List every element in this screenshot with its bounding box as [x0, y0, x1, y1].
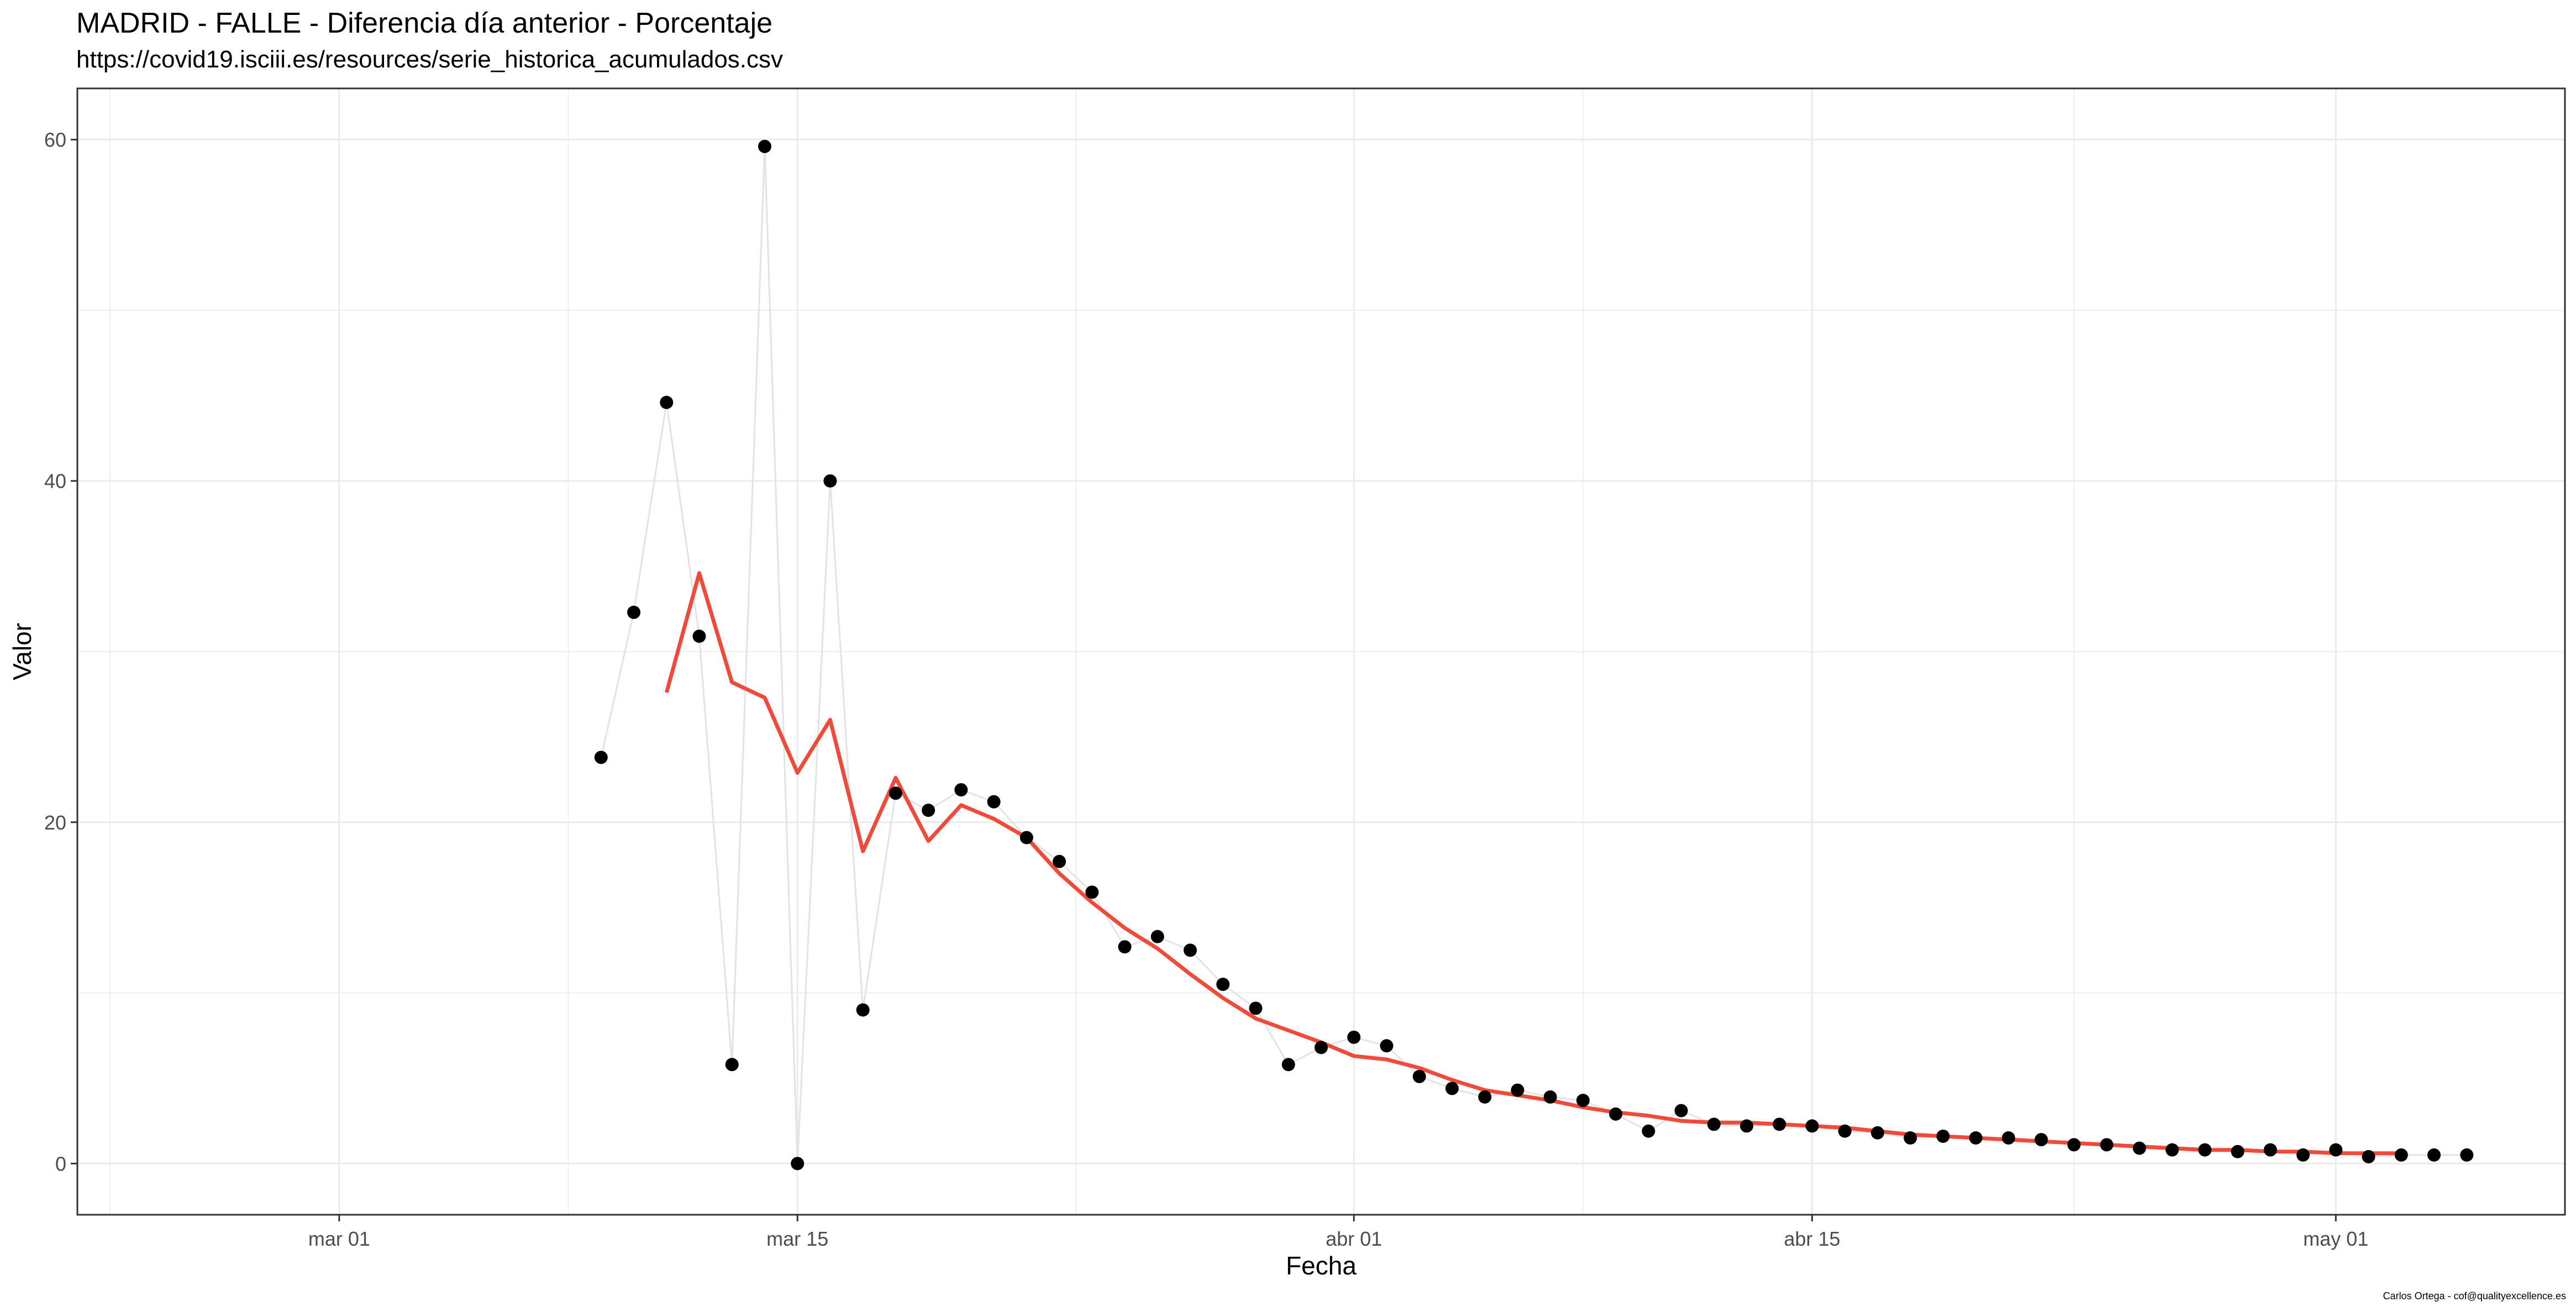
data-point: [758, 139, 771, 153]
data-point: [2001, 1131, 2015, 1145]
data-point: [1150, 930, 1164, 943]
points-layer: [594, 139, 2474, 1171]
y-tick-label: 0: [55, 1152, 66, 1175]
data-point: [1609, 1107, 1623, 1121]
data-point: [660, 396, 674, 410]
data-point: [2362, 1150, 2375, 1164]
y-tick-label: 20: [44, 811, 66, 834]
data-point: [2067, 1138, 2081, 1152]
data-point: [1969, 1131, 1983, 1145]
data-point: [1216, 978, 1230, 991]
chart-subtitle: https://covid19.isciii.es/resources/seri…: [76, 46, 784, 73]
raw-series-line: [600, 145, 2467, 1164]
data-point: [2329, 1143, 2343, 1157]
raw-line-layer: [600, 145, 2467, 1164]
data-point: [1184, 943, 1197, 957]
data-point: [725, 1058, 739, 1072]
data-point: [594, 751, 608, 764]
grid-minor: [77, 88, 2565, 1215]
data-point: [1576, 1094, 1590, 1108]
y-tick-label: 40: [44, 470, 66, 492]
data-point: [2132, 1141, 2146, 1155]
data-point: [1412, 1069, 1426, 1083]
data-point: [1707, 1117, 1721, 1131]
data-point: [1805, 1119, 1819, 1133]
data-point: [1249, 1001, 1263, 1015]
data-point: [2231, 1145, 2244, 1158]
x-tick-label: mar 01: [308, 1227, 370, 1250]
y-axis-ticks: 0 20 40 60: [44, 129, 77, 1175]
data-point: [2034, 1133, 2048, 1147]
data-point: [1380, 1039, 1394, 1053]
smoothed-series-line: [664, 571, 2401, 1156]
data-point: [1085, 885, 1099, 899]
data-point: [2100, 1138, 2114, 1152]
x-tick-label: mar 15: [766, 1227, 828, 1250]
data-point: [1347, 1030, 1361, 1044]
y-axis-title: Valor: [8, 623, 36, 680]
data-point: [954, 783, 968, 797]
data-point: [889, 786, 902, 800]
data-point: [987, 795, 1001, 809]
x-tick-label: abr 15: [1784, 1227, 1841, 1250]
data-point: [2165, 1143, 2179, 1157]
panel-border: [76, 87, 2566, 1216]
data-point: [627, 605, 641, 619]
data-point: [1315, 1041, 1328, 1054]
data-point: [1936, 1129, 1950, 1143]
chart-title: MADRID - FALLE - Diferencia día anterior…: [76, 7, 773, 39]
data-point: [1773, 1117, 1786, 1131]
x-axis-title: Fecha: [1286, 1251, 1357, 1280]
data-point: [1511, 1083, 1524, 1097]
grid-major: [77, 88, 2565, 1215]
data-point: [1838, 1124, 1852, 1138]
data-point: [1642, 1124, 1655, 1138]
y-tick-label: 60: [44, 129, 66, 151]
chart-caption: Carlos Ortega - cof@qualityexcellence.es: [2383, 1290, 2566, 1301]
data-point: [692, 629, 706, 643]
data-point: [1118, 940, 1132, 954]
data-point: [1904, 1131, 1917, 1145]
x-axis-ticks: mar 01 mar 15 abr 01 abr 15 may 01: [308, 1215, 2368, 1250]
data-point: [2263, 1143, 2277, 1157]
data-point: [1019, 831, 1033, 844]
data-point: [856, 1003, 870, 1017]
data-point: [1871, 1126, 1885, 1140]
data-point: [2427, 1148, 2441, 1162]
data-point: [1674, 1104, 1688, 1117]
smooth-line-layer: [664, 571, 2401, 1156]
data-point: [1053, 854, 1066, 868]
data-point: [1445, 1082, 1459, 1095]
data-point: [1281, 1058, 1295, 1072]
x-tick-label: may 01: [2303, 1227, 2368, 1250]
data-point: [791, 1157, 805, 1171]
data-point: [823, 474, 837, 488]
data-point: [2198, 1143, 2212, 1157]
data-point: [1478, 1090, 1492, 1104]
data-point: [922, 804, 935, 817]
x-tick-label: abr 01: [1326, 1227, 1382, 1250]
data-point: [2296, 1148, 2310, 1162]
data-point: [1543, 1090, 1557, 1104]
data-point: [2460, 1148, 2474, 1162]
data-point: [1740, 1119, 1754, 1133]
data-point: [2394, 1148, 2408, 1162]
